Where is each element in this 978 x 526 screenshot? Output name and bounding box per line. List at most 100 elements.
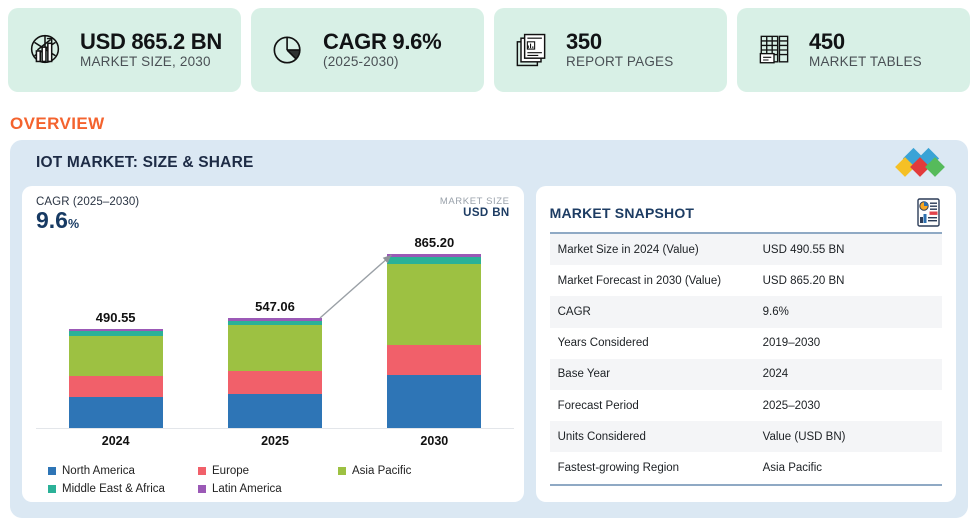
legend-item[interactable]: Europe xyxy=(198,462,338,480)
bar-segment[interactable] xyxy=(68,329,163,332)
legend-label: Latin America xyxy=(212,483,282,495)
bar-segment[interactable] xyxy=(387,257,482,265)
x-axis-labels: 2024 2025 2030 xyxy=(36,434,514,454)
legend-label: Middle East & Africa xyxy=(62,483,165,495)
market-size-label: MARKET SIZE xyxy=(439,196,510,207)
cagr-value: 9.6% xyxy=(36,208,139,232)
stat-label: MARKET TABLES xyxy=(809,54,922,70)
snapshot-header: MARKET SNAPSHOT xyxy=(550,196,942,230)
bar-segment[interactable] xyxy=(228,325,322,371)
snapshot-value: 2025–2030 xyxy=(762,399,821,412)
market-snapshot-card: MARKET SNAPSHOT xyxy=(535,186,956,502)
snapshot-value: USD 865.20 BN xyxy=(762,274,845,287)
stat-card-cagr[interactable]: CAGR 9.6% (2025-2030) xyxy=(251,8,484,92)
snapshot-table: Market Size in 2024 (Value) USD 490.55 BN… xyxy=(549,234,942,484)
legend-item[interactable]: Middle East & Africa xyxy=(48,480,198,498)
table-row: Years Considered 2019–2030 xyxy=(550,328,942,359)
overview-heading: OVERVIEW xyxy=(10,114,105,133)
legend-item[interactable]: Asia Pacific xyxy=(338,462,498,480)
bar-group[interactable] xyxy=(228,318,322,428)
bar-segment[interactable] xyxy=(228,393,322,428)
stat-card-report-pages[interactable]: 350 REPORT PAGES xyxy=(494,8,727,92)
table-row: Base Year 2024 xyxy=(549,358,942,390)
bar-segment[interactable] xyxy=(228,370,322,394)
legend-label: Asia Pacific xyxy=(352,465,412,477)
bar-segment[interactable] xyxy=(228,320,322,326)
snapshot-value: USD 490.55 BN xyxy=(762,243,845,256)
diamond-cluster-logo xyxy=(890,147,948,179)
snapshot-top-rule xyxy=(549,232,942,234)
legend-item[interactable]: North America xyxy=(48,462,198,480)
bar-segment[interactable] xyxy=(387,344,482,375)
market-size-unit-block: MARKET SIZE USD BN xyxy=(440,196,510,219)
bar-segment[interactable] xyxy=(228,318,322,321)
cagr-block: CAGR (2025–2030) 9.6% xyxy=(36,196,139,232)
snapshot-key: Market Forecast in 2030 (Value) xyxy=(557,274,722,287)
bar-value-label: 547.06 xyxy=(255,298,295,314)
snapshot-key: Fastest-growing Region xyxy=(557,461,680,474)
chart-card: CAGR (2025–2030) 9.6% MARKET SIZE USD BN… xyxy=(22,186,524,502)
snapshot-key: Market Size in 2024 (Value) xyxy=(557,243,699,256)
panel-body: CAGR (2025–2030) 9.6% MARKET SIZE USD BN… xyxy=(22,186,956,502)
stat-card-market-tables[interactable]: 450 MARKET TABLES xyxy=(737,8,970,92)
stat-label: MARKET SIZE, 2030 xyxy=(80,54,211,70)
market-tables-icon xyxy=(753,29,795,71)
stat-value: CAGR 9.6% xyxy=(323,29,442,55)
legend-swatch xyxy=(48,467,56,475)
legend-swatch xyxy=(338,467,346,475)
stats-row: USD 865.2 BN MARKET SIZE, 2030 CAGR 9.6%… xyxy=(0,0,978,100)
table-row: Market Size in 2024 (Value) USD 490.55 BN xyxy=(549,234,942,266)
legend-swatch xyxy=(48,485,56,493)
snapshot-title: MARKET SNAPSHOT xyxy=(549,205,695,221)
legend-item[interactable]: Latin America xyxy=(198,480,338,498)
snapshot-key: Base Year xyxy=(557,368,611,381)
cagr-percent-sign: % xyxy=(67,217,80,231)
table-row: Units Considered Value (USD BN) xyxy=(549,421,942,453)
x-axis-label: 2025 xyxy=(261,434,289,448)
cagr-number: 9.6 xyxy=(36,207,68,233)
bar-segment[interactable] xyxy=(68,396,163,428)
stat-label: REPORT PAGES xyxy=(566,54,674,70)
chart-header: CAGR (2025–2030) 9.6% MARKET SIZE USD BN xyxy=(36,196,510,232)
pie-chart-icon xyxy=(267,29,309,71)
bar-segment[interactable] xyxy=(387,374,482,428)
table-row: Forecast Period 2025–2030 xyxy=(550,390,942,421)
bar-chart-plot: 490.55 547.06 865.20 xyxy=(36,235,514,428)
snapshot-key: Forecast Period xyxy=(557,399,639,412)
stat-value: USD 865.2 BN xyxy=(80,29,222,55)
legend-swatch xyxy=(198,467,206,475)
table-row: Fastest-growing Region Asia Pacific xyxy=(550,452,942,483)
bar-value-label: 865.20 xyxy=(414,235,455,250)
snapshot-value: Asia Pacific xyxy=(762,461,823,474)
chart-legend: North America Europe Asia Pacific Middle Ea… xyxy=(48,462,518,498)
report-snapshot-icon xyxy=(916,198,942,228)
table-row: Market Forecast in 2030 (Value) USD 865.2… xyxy=(550,265,942,296)
legend-label: Europe xyxy=(212,465,250,477)
snapshot-bottom-rule xyxy=(549,483,942,486)
market-growth-icon xyxy=(24,29,66,71)
x-axis-label: 2024 xyxy=(101,434,130,448)
snapshot-value: 2024 xyxy=(762,368,789,381)
bar-segment[interactable] xyxy=(68,335,163,376)
snapshot-key: Units Considered xyxy=(557,430,646,443)
snapshot-value: 9.6% xyxy=(762,305,789,318)
bar-segment[interactable] xyxy=(68,331,163,336)
bar-value-label: 490.55 xyxy=(95,310,136,326)
overview-panel: IOT MARKET: SIZE & SHARE CAGR (2025–2030… xyxy=(10,140,968,518)
bar-group[interactable] xyxy=(68,329,163,428)
stat-card-market-size[interactable]: USD 865.2 BN MARKET SIZE, 2030 xyxy=(8,8,241,92)
snapshot-value: 2019–2030 xyxy=(762,337,821,350)
bar-segment[interactable] xyxy=(387,254,482,258)
stat-value: 450 xyxy=(809,29,845,55)
panel-header: IOT MARKET: SIZE & SHARE xyxy=(22,140,956,186)
cagr-label: CAGR (2025–2030) xyxy=(36,196,140,208)
report-pages-icon xyxy=(510,29,552,71)
snapshot-key: CAGR xyxy=(557,305,591,318)
legend-swatch xyxy=(198,485,206,493)
bar-group[interactable] xyxy=(387,254,482,428)
snapshot-key: Years Considered xyxy=(557,337,649,350)
table-row: CAGR 9.6% xyxy=(549,296,942,328)
legend-label: North America xyxy=(62,465,135,477)
bar-segment[interactable] xyxy=(68,375,163,397)
bar-segment[interactable] xyxy=(387,264,482,345)
